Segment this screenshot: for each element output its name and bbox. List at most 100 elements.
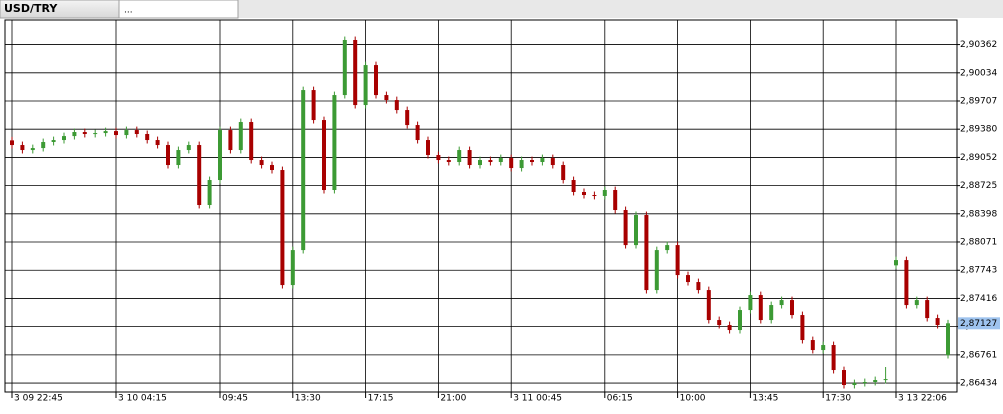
candle-body xyxy=(145,134,150,141)
candle-body xyxy=(218,130,222,181)
candle-body xyxy=(436,155,441,161)
x-tick-label: 3 10 04:15 xyxy=(118,394,167,404)
candle-body xyxy=(519,160,524,169)
candle-body xyxy=(10,140,14,146)
tab-label: ... xyxy=(124,6,133,16)
x-tick-label: 21:00 xyxy=(440,394,466,404)
last-price-label: 2,87127 xyxy=(960,319,997,329)
candle-body xyxy=(311,90,316,121)
candle-body xyxy=(571,180,576,192)
candle-body xyxy=(166,145,170,166)
candle-body xyxy=(946,323,950,356)
x-tick-label: 3 13 22:06 xyxy=(898,394,947,404)
candle-body xyxy=(842,370,846,386)
candle-body xyxy=(280,170,285,286)
candle-body xyxy=(800,315,805,341)
candle-body xyxy=(665,245,670,251)
candle-body xyxy=(259,160,264,166)
candle-body xyxy=(831,345,836,371)
x-tick-label: 13:45 xyxy=(752,394,778,404)
candle-body xyxy=(862,382,867,384)
candle-body xyxy=(322,120,326,191)
candle-body xyxy=(384,95,389,101)
y-tick-label: 2,90362 xyxy=(960,40,997,50)
candle-body xyxy=(696,282,701,291)
candle-body xyxy=(114,131,118,136)
candle-body xyxy=(925,300,930,319)
candle-body xyxy=(374,65,378,96)
candle-body xyxy=(457,150,462,163)
y-tick-label: 2,90034 xyxy=(960,68,997,78)
x-tick-label: 09:45 xyxy=(222,394,248,404)
candle-body xyxy=(124,130,129,136)
candle-body xyxy=(197,145,202,206)
candle-body xyxy=(342,39,347,96)
candle-body xyxy=(134,130,139,135)
candle-body xyxy=(779,300,784,306)
candle-body xyxy=(675,245,680,276)
candle-body xyxy=(332,95,337,191)
candle-body xyxy=(176,150,181,166)
y-tick-label: 2,87743 xyxy=(960,266,997,276)
candle-body xyxy=(852,383,857,386)
x-tick-label: 17:30 xyxy=(825,394,851,404)
candle-body xyxy=(467,150,472,166)
candle-body xyxy=(270,165,274,171)
candle-body xyxy=(62,136,66,141)
candle-body xyxy=(353,39,358,106)
candle-body xyxy=(498,158,503,163)
candle-body xyxy=(706,290,711,321)
candle-body xyxy=(103,131,108,134)
x-tick-label: 10:00 xyxy=(680,394,706,404)
candle-body xyxy=(207,180,212,206)
candle-body xyxy=(738,310,742,331)
candle-body xyxy=(405,110,410,126)
candle-body xyxy=(186,145,191,151)
candle-body xyxy=(488,160,493,163)
y-tick-label: 2,89052 xyxy=(960,153,997,163)
candle-body xyxy=(249,122,254,161)
candle-body xyxy=(41,142,46,149)
candle-body xyxy=(93,133,98,135)
y-tick-label: 2,88398 xyxy=(960,209,997,219)
candle-body xyxy=(790,300,794,316)
candle-body xyxy=(686,275,690,283)
candle-body xyxy=(883,379,888,381)
candle-body xyxy=(509,158,514,169)
y-tick-label: 2,87416 xyxy=(960,294,997,304)
x-tick-label: 17:15 xyxy=(368,394,394,404)
candle-body xyxy=(748,295,753,311)
candle-body xyxy=(613,190,618,211)
candle-body xyxy=(644,215,649,291)
candle-body xyxy=(634,215,638,246)
candle-body xyxy=(894,260,898,266)
tab-label: USD/TRY xyxy=(4,2,58,15)
candle-body xyxy=(363,65,368,106)
candle-body xyxy=(394,100,399,111)
candle-body xyxy=(238,122,243,151)
x-tick-label: 3 09 22:45 xyxy=(14,394,63,404)
x-tick-label: 06:15 xyxy=(607,394,633,404)
candle-body xyxy=(914,300,919,306)
candle-body xyxy=(82,132,87,135)
candle-body xyxy=(550,158,555,166)
candle-body xyxy=(592,195,597,197)
candle-body xyxy=(530,160,534,163)
candle-body xyxy=(20,145,25,151)
candle-body xyxy=(810,340,815,351)
candle-body xyxy=(426,140,430,156)
tab-bar xyxy=(0,0,1003,18)
candle-body xyxy=(51,140,56,143)
candle-body xyxy=(935,318,940,326)
tab[interactable] xyxy=(118,0,239,19)
last-price-box xyxy=(958,317,1000,330)
y-tick-label: 2,86761 xyxy=(960,350,997,360)
candle-body xyxy=(540,158,545,163)
y-tick-label: 2,86434 xyxy=(960,379,997,389)
candle-body xyxy=(769,305,774,321)
candle-body xyxy=(623,210,628,246)
candle-body xyxy=(602,190,607,196)
y-tick-label: 2,89707 xyxy=(960,97,997,107)
